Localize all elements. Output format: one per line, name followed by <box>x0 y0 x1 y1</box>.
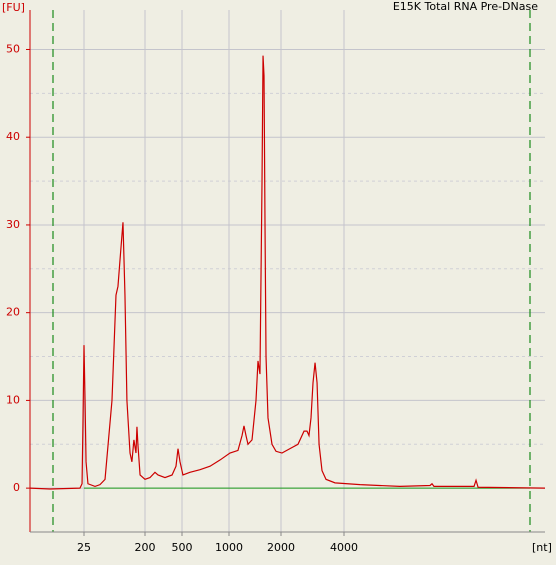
grid <box>30 10 545 532</box>
chart-title: E15K Total RNA Pre-DNase <box>393 0 538 13</box>
trace <box>29 55 546 490</box>
x-tick-label: 500 <box>172 541 193 554</box>
x-tick-label: 1000 <box>215 541 243 554</box>
y-tick-label: 50 <box>6 42 20 55</box>
y-axis-label: [FU] <box>2 1 25 14</box>
x-tick-label: 25 <box>77 541 91 554</box>
x-tick-label: 200 <box>135 541 156 554</box>
x-tick-label: 2000 <box>267 541 295 554</box>
y-tick-label: 30 <box>6 218 20 231</box>
x-axis-label: [nt] <box>532 541 552 554</box>
y-tick-label: 10 <box>6 393 20 406</box>
y-tick-label: 40 <box>6 130 20 143</box>
y-tick-label: 20 <box>6 306 20 319</box>
y-tick-label: 0 <box>13 481 20 494</box>
x-tick-label: 4000 <box>330 541 358 554</box>
